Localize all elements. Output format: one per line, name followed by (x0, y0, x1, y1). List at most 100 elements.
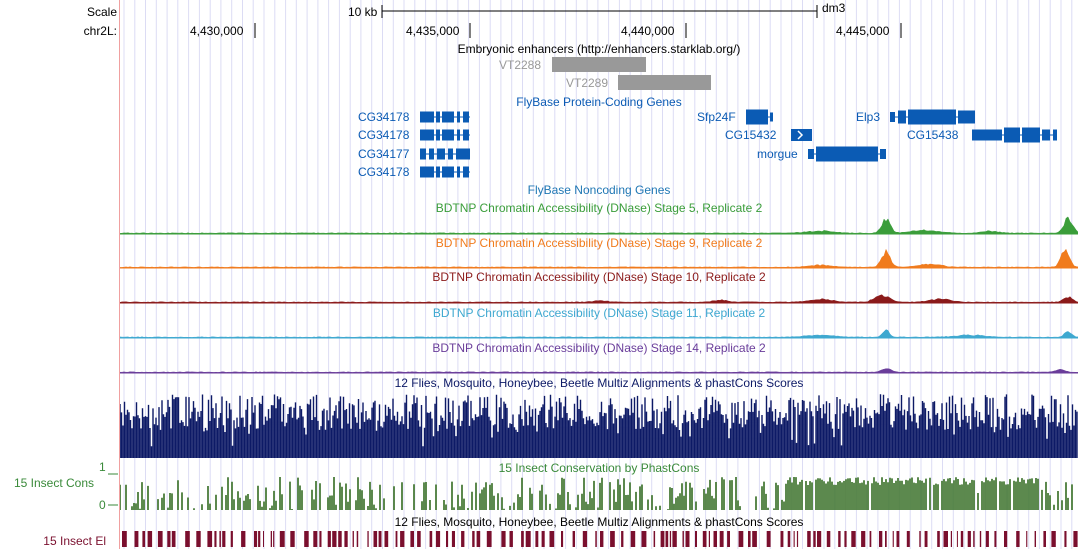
gene-exon (972, 129, 1002, 141)
conserved-element (535, 531, 539, 547)
enhancer-vt2289[interactable] (618, 75, 711, 90)
dnase-stage10-title[interactable]: BDTNP Chromatin Accessibility (DNase) St… (432, 270, 766, 284)
gene-label-morgue[interactable]: morgue (757, 147, 798, 161)
multiz-track-title[interactable]: 12 Flies, Mosquito, Honeybee, Beetle Mul… (394, 376, 804, 390)
position-ruler[interactable] (120, 0, 1078, 40)
conserved-element (838, 531, 841, 547)
conserved-element (451, 531, 455, 547)
conserved-element (185, 531, 190, 547)
insect-cons-axis-max: 1 (99, 460, 106, 474)
enhancer-label-vt2289[interactable]: VT2289 (566, 76, 609, 90)
conserved-element (472, 531, 475, 547)
track-plot-area[interactable]: 10 kb dm3 4,430,000 4,435,000 4,440,000 … (120, 0, 1078, 549)
conserved-element (214, 531, 217, 547)
conserved-element (719, 531, 724, 547)
gene-label-cg15432[interactable]: CG15432 (725, 128, 777, 142)
insect-cons-signal[interactable] (120, 474, 1078, 514)
dnase-stage10-signal[interactable] (120, 281, 1078, 304)
conserved-element (549, 531, 555, 547)
gene-model-cg34178-b (420, 129, 470, 141)
conserved-element (813, 531, 816, 547)
gene-model-cg34178-a (420, 111, 470, 123)
conserved-element (682, 531, 684, 547)
conserved-element (641, 531, 647, 547)
gene-label-cg34177[interactable]: CG34177 (358, 147, 410, 161)
gene-exon (770, 112, 773, 122)
conserved-element (956, 531, 958, 547)
dnase-stage11-title[interactable]: BDTNP Chromatin Accessibility (DNase) St… (432, 306, 766, 320)
gene-label-cg15438[interactable]: CG15438 (907, 128, 959, 142)
multiz-conservation-signal[interactable] (120, 390, 1078, 460)
conserved-element (630, 531, 636, 547)
conserved-element (738, 531, 744, 547)
insect-el-track-title[interactable]: 12 Flies, Mosquito, Honeybee, Beetle Mul… (394, 515, 804, 529)
gene-exon (1042, 129, 1050, 141)
gene-exon (457, 111, 460, 123)
gene-label-sfp24f[interactable]: Sfp24F (697, 110, 736, 124)
gene-exon (437, 148, 445, 160)
conserved-element (572, 531, 575, 547)
enhancer-label-vt2288[interactable]: VT2288 (499, 58, 542, 72)
gene-label-cg34178-a[interactable]: CG34178 (358, 110, 410, 124)
conserved-element (1051, 531, 1056, 547)
enhancer-vt2288[interactable] (552, 57, 646, 72)
conserved-element (230, 531, 233, 547)
gene-label-cg34178-c[interactable]: CG34178 (358, 165, 410, 179)
conserved-element (793, 531, 795, 547)
conserved-element (561, 531, 564, 547)
enhancers-track-title[interactable]: Embryonic enhancers (http://enhancers.st… (457, 42, 741, 56)
conserved-element (525, 531, 531, 547)
enhancers-track[interactable] (120, 55, 1078, 95)
conserved-element (134, 531, 139, 547)
gene-label-elp3[interactable]: Elp3 (856, 110, 881, 124)
conserved-element (319, 531, 322, 547)
gene-exon (1022, 127, 1040, 143)
conserved-element (290, 531, 295, 547)
gene-model-morgue (808, 146, 886, 162)
gene-exon (442, 111, 454, 123)
conserved-element (924, 531, 928, 547)
gene-exon (420, 129, 434, 141)
conserved-element (752, 531, 757, 547)
conserved-element (171, 531, 176, 547)
insect-el-left-label[interactable]: 15 Insect El (43, 534, 106, 548)
dnase-stage5-title[interactable]: BDTNP Chromatin Accessibility (DNase) St… (435, 201, 763, 215)
gene-label-cg34178-b[interactable]: CG34178 (358, 128, 410, 142)
gene-exon (420, 111, 434, 123)
noncoding-genes-track-title[interactable]: FlyBase Noncoding Genes (527, 183, 671, 197)
conserved-element (313, 531, 318, 547)
ruler-position-2: 4,435,000 (406, 24, 460, 38)
conserved-element (541, 531, 545, 547)
dnase-stage9-signal[interactable] (120, 246, 1078, 269)
dnase-stage9-title[interactable]: BDTNP Chromatin Accessibility (DNase) St… (435, 236, 763, 250)
conserved-element (270, 531, 272, 547)
insect-el-elements[interactable] (120, 529, 1078, 549)
conserved-element (352, 531, 354, 547)
protein-genes-track[interactable] (120, 105, 1078, 185)
gene-model-cg34177 (420, 148, 470, 160)
insect-cons-track-title[interactable]: 15 Insect Conservation by PhastCons (498, 461, 700, 475)
conserved-element (279, 531, 285, 547)
dnase-stage5-signal[interactable] (120, 212, 1078, 235)
conserved-element (332, 531, 337, 547)
conserved-element (1043, 531, 1046, 547)
gene-exon (463, 166, 469, 178)
conserved-element (896, 531, 900, 547)
dnase-stage14-signal[interactable] (120, 351, 1078, 374)
dnase-stage11-signal[interactable] (120, 316, 1078, 339)
ruler-position-3: 4,440,000 (621, 24, 675, 38)
panel-divider (119, 0, 120, 549)
dnase-signal-area (120, 248, 1078, 269)
conserved-element (304, 531, 309, 547)
conserved-element (869, 531, 872, 547)
conserved-element (501, 531, 506, 547)
protein-genes-track-title[interactable]: FlyBase Protein-Coding Genes (516, 95, 682, 109)
conserved-element (861, 531, 866, 547)
dnase-stage14-title[interactable]: BDTNP Chromatin Accessibility (DNase) St… (432, 341, 766, 355)
gene-exon (457, 166, 460, 178)
conserved-element (851, 531, 856, 547)
conserved-element (1016, 531, 1020, 547)
conserved-element (435, 531, 441, 547)
insect-cons-left-label[interactable]: 15 Insect Cons (13, 476, 94, 490)
